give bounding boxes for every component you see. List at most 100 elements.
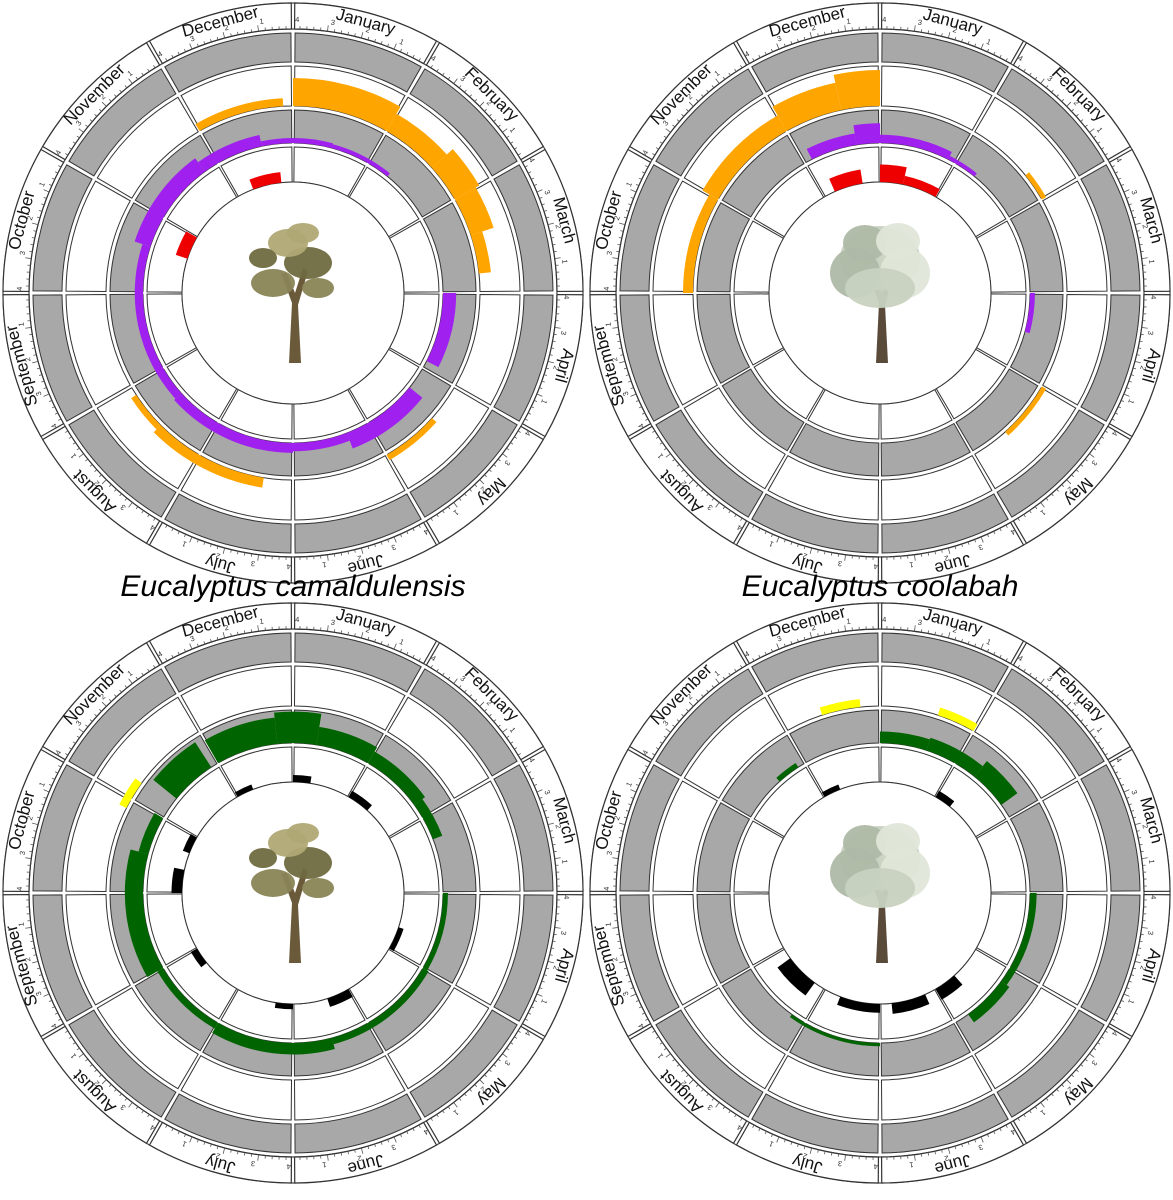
tick-label: 4 [148, 523, 156, 533]
orange-histogram-bar [454, 187, 494, 236]
tick-mark [706, 1093, 709, 1097]
tick-mark [999, 54, 1002, 58]
tick-mark [43, 196, 47, 199]
tick-mark [210, 543, 212, 548]
tick-mark [549, 954, 553, 956]
tick-mark [196, 539, 199, 543]
tick-mark [728, 672, 731, 676]
tick-mark [734, 68, 737, 72]
tick-label: 1 [1039, 508, 1048, 518]
tick-mark [1128, 380, 1132, 383]
tick-mark [980, 43, 984, 50]
ring-cell [1009, 202, 1064, 293]
tick-mark [543, 374, 548, 376]
tick-mark [65, 430, 69, 433]
tick-mark [534, 184, 538, 186]
tick-mark [58, 765, 62, 768]
yellow-histogram-bar [937, 707, 978, 732]
tick-mark [1080, 119, 1084, 122]
tick-mark [51, 1006, 55, 1009]
tick-mark [367, 636, 370, 640]
green-histogram-bar [331, 968, 429, 1045]
tick-mark [1061, 699, 1065, 702]
tick-mark [1017, 517, 1020, 521]
month-sector [589, 893, 652, 1038]
tick-mark [625, 974, 630, 976]
tick-mark [967, 641, 970, 645]
ring-cell [368, 134, 452, 218]
tick-label: 2 [685, 692, 694, 701]
tick-mark [612, 857, 619, 859]
tick-mark [230, 33, 232, 37]
tick-mark [645, 165, 649, 168]
tick-mark [554, 857, 561, 859]
orange-histogram-bar [131, 394, 161, 430]
green-histogram-bar [157, 968, 218, 1029]
tick-mark [715, 678, 720, 684]
tick-mark [628, 803, 632, 806]
black-histogram-bar [274, 1002, 293, 1010]
ring-cell [652, 893, 718, 1006]
tick-mark [758, 54, 761, 58]
tick-mark [54, 171, 58, 174]
tick-label: 4 [295, 615, 299, 624]
tick-mark [153, 1117, 156, 1121]
tick-mark [243, 630, 246, 634]
purple-histogram-bar [198, 134, 262, 172]
tick-mark [914, 625, 916, 632]
tick-mark [514, 436, 518, 439]
tick-mark [367, 36, 370, 40]
tick-mark [484, 708, 487, 712]
tick-label: 4 [15, 887, 24, 891]
tick-mark [506, 135, 510, 139]
black-histogram-bar [348, 790, 372, 811]
tick-label: 3 [977, 1142, 984, 1152]
tick-mark [790, 41, 793, 45]
tick-label: 4 [15, 287, 24, 291]
tick-mark [1111, 1018, 1115, 1021]
tick-mark [257, 25, 259, 32]
tick-mark [764, 531, 767, 535]
tick-mark [141, 72, 144, 76]
month-sector [521, 148, 584, 293]
tick-mark [641, 771, 645, 774]
tick-mark [1045, 685, 1049, 689]
tick-mark [663, 135, 667, 139]
tick-mark [89, 464, 93, 467]
tick-mark [237, 1151, 239, 1155]
tick-mark [638, 1006, 642, 1009]
tick-label: 2 [1072, 98, 1081, 107]
tick-mark [1123, 189, 1130, 193]
ring-cell [96, 696, 199, 799]
tick-mark [340, 630, 343, 634]
tick-mark [758, 528, 761, 532]
tick-mark [340, 552, 343, 556]
tick-mark [927, 552, 930, 556]
green-histogram-bar [968, 981, 1010, 1023]
ring-cell [493, 294, 554, 422]
tick-label: 3 [390, 542, 397, 552]
tick-label: 3 [661, 719, 671, 728]
ring-cell [409, 68, 518, 177]
tick-mark [824, 1151, 826, 1155]
tick-mark [546, 816, 550, 819]
tick-mark [617, 843, 621, 846]
tick-mark [552, 843, 556, 846]
tick-label: 2 [25, 215, 35, 221]
ring-cell [789, 709, 880, 764]
tick-mark [1005, 58, 1008, 62]
ring-cell [65, 180, 131, 293]
tick-label: 3 [605, 850, 615, 855]
tick-mark [830, 630, 833, 634]
ring-cell [32, 894, 93, 1022]
tick-mark [1034, 76, 1038, 80]
tick-label: 1 [560, 259, 569, 264]
ring-cell [619, 894, 680, 1022]
tick-mark [78, 1053, 84, 1058]
tick-label: 2 [485, 698, 494, 707]
tick-mark [479, 1079, 485, 1085]
purple-histogram-bar [880, 134, 952, 160]
month-sector [2, 893, 65, 1038]
tick-mark [41, 980, 45, 983]
month-sector [589, 748, 652, 893]
